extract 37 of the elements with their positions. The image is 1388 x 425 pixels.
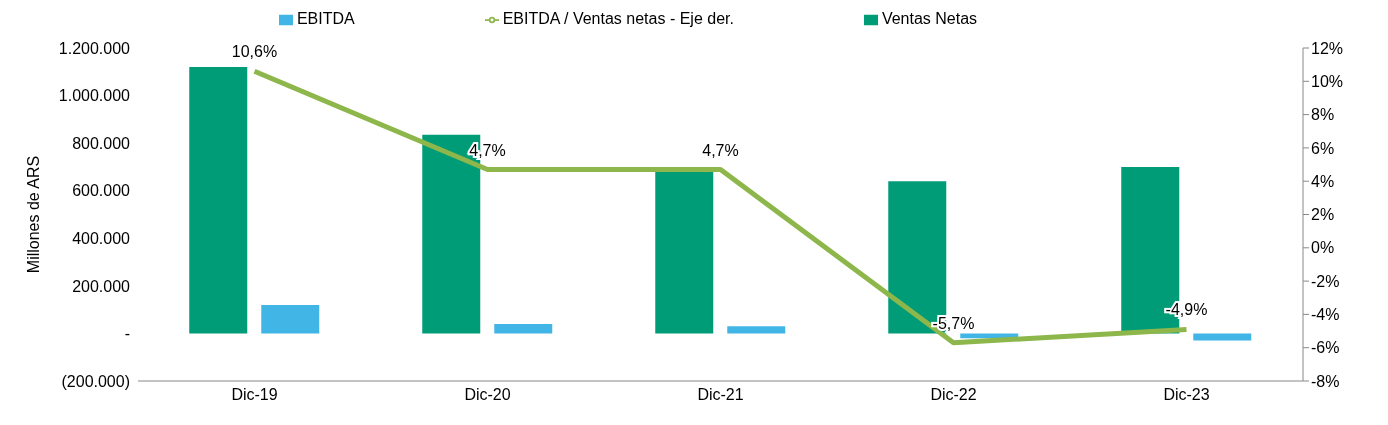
bar xyxy=(189,67,248,334)
x-tick-label: Dic-21 xyxy=(697,386,744,404)
y2-tick-label: -2% xyxy=(1311,272,1340,290)
y2-tick-label: -4% xyxy=(1311,306,1340,324)
x-tick-label: Dic-20 xyxy=(464,386,511,404)
x-tick-label: Dic-19 xyxy=(231,386,278,404)
legend-label: Ventas Netas xyxy=(881,10,978,27)
bar xyxy=(655,169,714,334)
y2-tick-label: 12% xyxy=(1311,39,1344,57)
y2-tick-label: 6% xyxy=(1311,139,1335,157)
y-tick-label: 200.000 xyxy=(72,277,131,295)
data-label: 4,7% xyxy=(702,141,739,159)
legend-label: EBITDA / Ventas netas - Eje der. xyxy=(502,10,734,27)
x-tick-label: Dic-22 xyxy=(930,386,977,404)
y2-tick-label: -6% xyxy=(1311,339,1340,357)
data-label: 10,6% xyxy=(231,43,278,61)
y2-tick-label: 4% xyxy=(1311,172,1335,190)
bar xyxy=(960,333,1019,339)
bar xyxy=(1193,333,1252,341)
legend-label: EBITDA xyxy=(296,10,355,27)
bar xyxy=(261,304,320,334)
y-tick-label: 1.200.000 xyxy=(58,39,131,57)
y-tick-label: - xyxy=(124,325,130,343)
y2-tick-label: -8% xyxy=(1311,372,1340,390)
y-tick-label: (200.000) xyxy=(61,372,130,390)
x-tick-label: Dic-23 xyxy=(1163,386,1210,404)
y-tick-label: 800.000 xyxy=(72,134,131,152)
bar xyxy=(727,326,786,334)
y-axis-title: Millones de ARS xyxy=(24,155,42,274)
y2-tick-label: 8% xyxy=(1311,106,1335,124)
y2-tick-label: 2% xyxy=(1311,206,1335,224)
bar xyxy=(494,323,553,334)
y-tick-label: 600.000 xyxy=(72,182,131,200)
y-tick-label: 1.000.000 xyxy=(58,87,131,105)
y-tick-label: 400.000 xyxy=(72,229,131,247)
y2-tick-label: 0% xyxy=(1311,239,1335,257)
y2-tick-label: 10% xyxy=(1311,72,1344,90)
